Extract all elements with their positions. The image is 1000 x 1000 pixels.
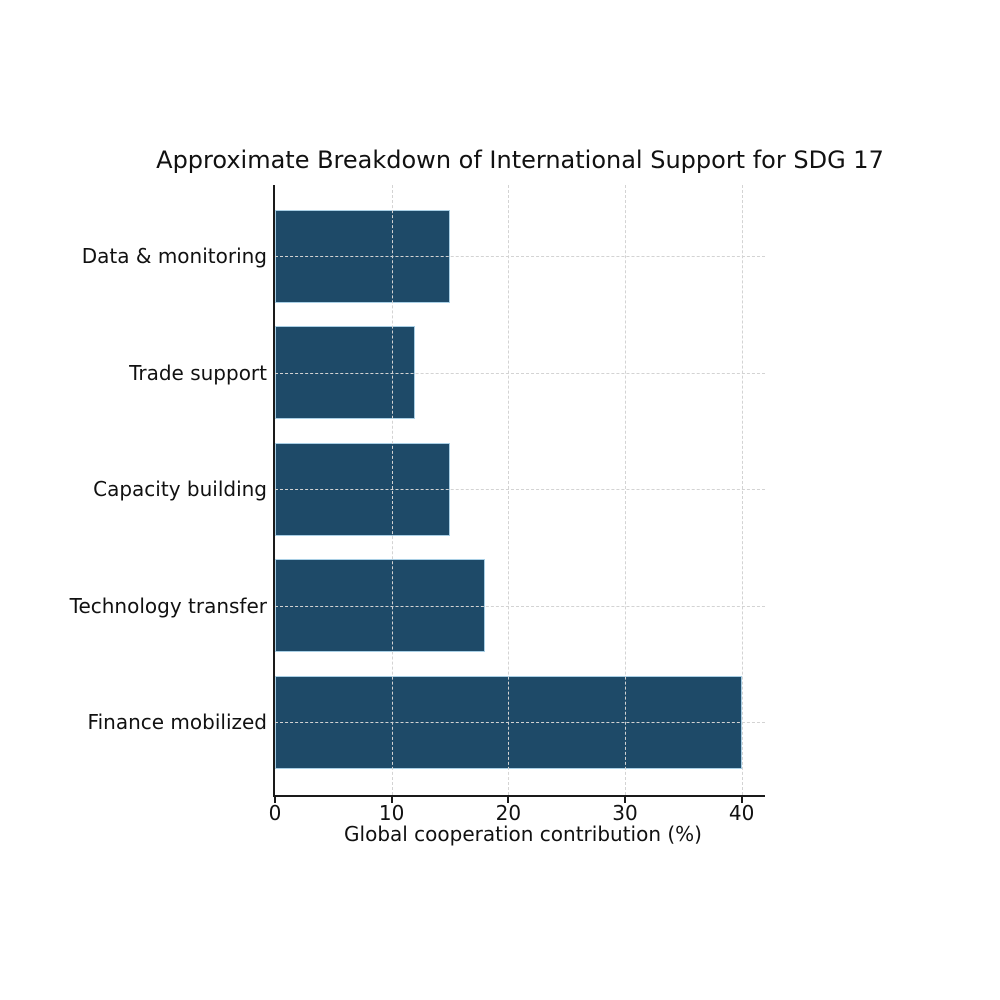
x-gridline <box>625 185 626 795</box>
plot-area <box>273 185 765 797</box>
y-gridline <box>275 489 765 490</box>
y-tick-label: Trade support <box>129 360 267 385</box>
y-tick-label: Data & monitoring <box>81 244 267 268</box>
x-tick-label: 20 <box>495 801 522 825</box>
x-tick-mark <box>740 797 743 803</box>
x-tick-label: 0 <box>268 801 282 825</box>
y-gridline <box>275 722 765 723</box>
y-gridline <box>275 605 765 607</box>
x-tick-label: 40 <box>728 801 755 825</box>
y-axis-spine <box>273 185 275 797</box>
x-gridline <box>741 185 743 795</box>
x-tick-label: 30 <box>612 801 638 825</box>
x-tick-mark <box>274 797 276 803</box>
y-gridline <box>275 256 765 257</box>
x-tick-mark <box>624 797 626 803</box>
x-gridline <box>391 185 393 795</box>
x-axis-label: Global cooperation contribution (%) <box>344 822 702 846</box>
x-tick-label: 10 <box>378 801 405 825</box>
y-tick-label: Technology transfer <box>69 593 267 618</box>
chart-title: Approximate Breakdown of International S… <box>156 146 884 174</box>
y-tick-label: Finance mobilized <box>87 710 267 734</box>
x-axis-spine <box>273 795 765 797</box>
x-tick-mark <box>507 797 510 803</box>
x-tick-mark <box>390 797 393 803</box>
x-gridline <box>508 185 510 795</box>
y-gridline <box>275 372 765 374</box>
y-tick-label: Capacity building <box>93 477 267 501</box>
